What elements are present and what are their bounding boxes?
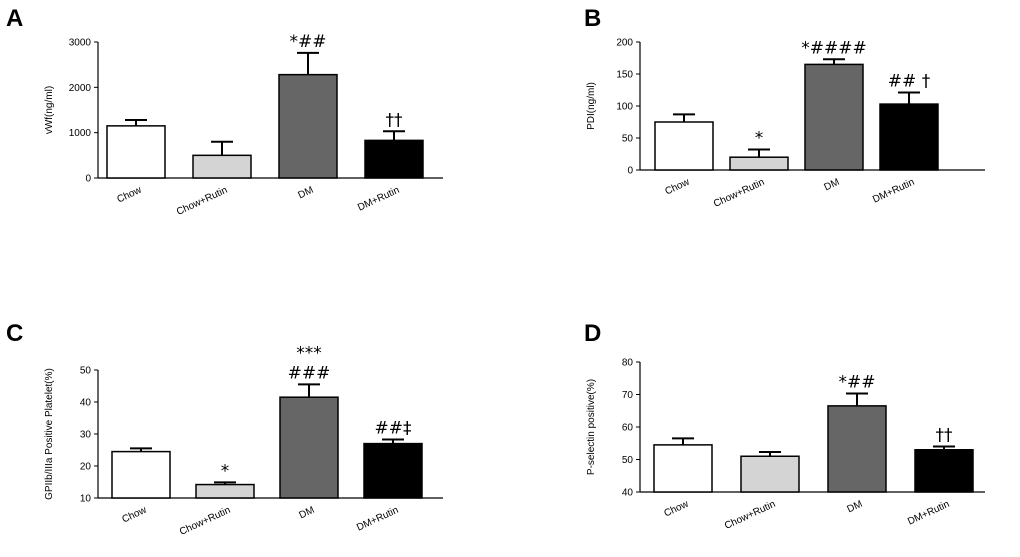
y-tick-label: 30 [80, 430, 92, 441]
chart-panel-a: A 0 1000 2000 3000 vWf(ng/ml) Chow Chow+Rutin *#… [6, 5, 443, 218]
significance-label: *## [290, 32, 327, 52]
category-label: DM [823, 177, 842, 194]
y-tick-label: 70 [622, 390, 634, 401]
category-label: Chow [663, 176, 692, 197]
significance-label: *#### [801, 38, 866, 58]
significance-label: * [755, 129, 764, 149]
y-tick-label: 0 [627, 166, 633, 177]
category-label: DM+Rutin [356, 185, 401, 214]
chart-panel-b: B 0 50 100 150 200 PDI(ng/ml) Chow * Chow+Rutin *#… [584, 5, 985, 210]
category-label: Chow [662, 498, 691, 519]
y-axis-label: PDI(ng/ml) [586, 82, 597, 130]
y-tick-label: 200 [616, 38, 633, 49]
category-label: Chow [120, 504, 149, 525]
y-tick-label: 150 [616, 70, 633, 81]
significance-label: †† [386, 110, 404, 130]
bar [740, 455, 800, 493]
bar [729, 156, 789, 171]
significance-label: *** [296, 343, 322, 363]
chart-panel-c: C 10 20 30 40 50 GPIIb/IIIa Positive Platelet(… [6, 320, 443, 538]
y-tick-label: 50 [622, 134, 634, 145]
bar [914, 449, 974, 493]
y-tick-label: 80 [622, 358, 634, 369]
category-label: DM [846, 499, 865, 516]
significance-label: ## † [888, 72, 931, 92]
category-label: Chow [115, 184, 144, 205]
bar [363, 442, 423, 499]
y-tick-label: 60 [622, 423, 634, 434]
y-tick-label: 50 [80, 366, 92, 377]
panel-letter: C [6, 320, 23, 347]
significance-label: †† [936, 426, 954, 446]
category-label: Chow+Rutin [723, 499, 777, 532]
bar [879, 103, 939, 171]
bar [654, 121, 714, 171]
y-tick-label: 100 [616, 102, 633, 113]
y-tick-label: 10 [80, 494, 92, 505]
panel-letter: B [584, 5, 601, 32]
bar [192, 154, 252, 179]
y-tick-label: 1000 [69, 128, 92, 139]
category-label: Chow+Rutin [175, 185, 229, 218]
bar [279, 396, 339, 499]
y-tick-label: 0 [85, 174, 91, 185]
bar [364, 139, 424, 179]
y-tick-label: 50 [622, 455, 634, 466]
bar [653, 444, 713, 493]
y-axis-label: P-selectin positive(%) [586, 379, 597, 475]
bar [106, 125, 166, 179]
y-axis-label: GPIIb/IIIa Positive Platelet(%) [44, 368, 55, 500]
panel-letter: D [584, 320, 601, 347]
significance-label: *## [839, 373, 876, 393]
y-tick-label: 3000 [69, 38, 92, 49]
significance-label: ##‡ [375, 418, 412, 438]
category-label: DM+Rutin [906, 499, 951, 528]
bar [827, 405, 887, 493]
category-label: DM+Rutin [871, 177, 916, 206]
category-label: DM [297, 185, 316, 202]
category-label: DM [298, 505, 317, 522]
significance-label: ### [288, 363, 331, 383]
y-tick-label: 40 [80, 398, 92, 409]
y-tick-label: 2000 [69, 83, 92, 94]
category-label: Chow+Rutin [712, 177, 766, 210]
y-axis-label: vWf(ng/ml) [44, 86, 55, 134]
panel-letter: A [6, 5, 23, 32]
significance-label: * [221, 461, 230, 481]
y-tick-label: 20 [80, 462, 92, 473]
bar [804, 63, 864, 171]
bar [278, 73, 338, 179]
chart-panel-d: D 40 50 60 70 80 P-selectin positive(%) Chow Cho… [584, 320, 985, 532]
bar [111, 450, 171, 499]
y-tick-label: 40 [622, 488, 634, 499]
category-label: DM+Rutin [355, 505, 400, 534]
category-label: Chow+Rutin [178, 505, 232, 538]
bar [195, 483, 255, 499]
